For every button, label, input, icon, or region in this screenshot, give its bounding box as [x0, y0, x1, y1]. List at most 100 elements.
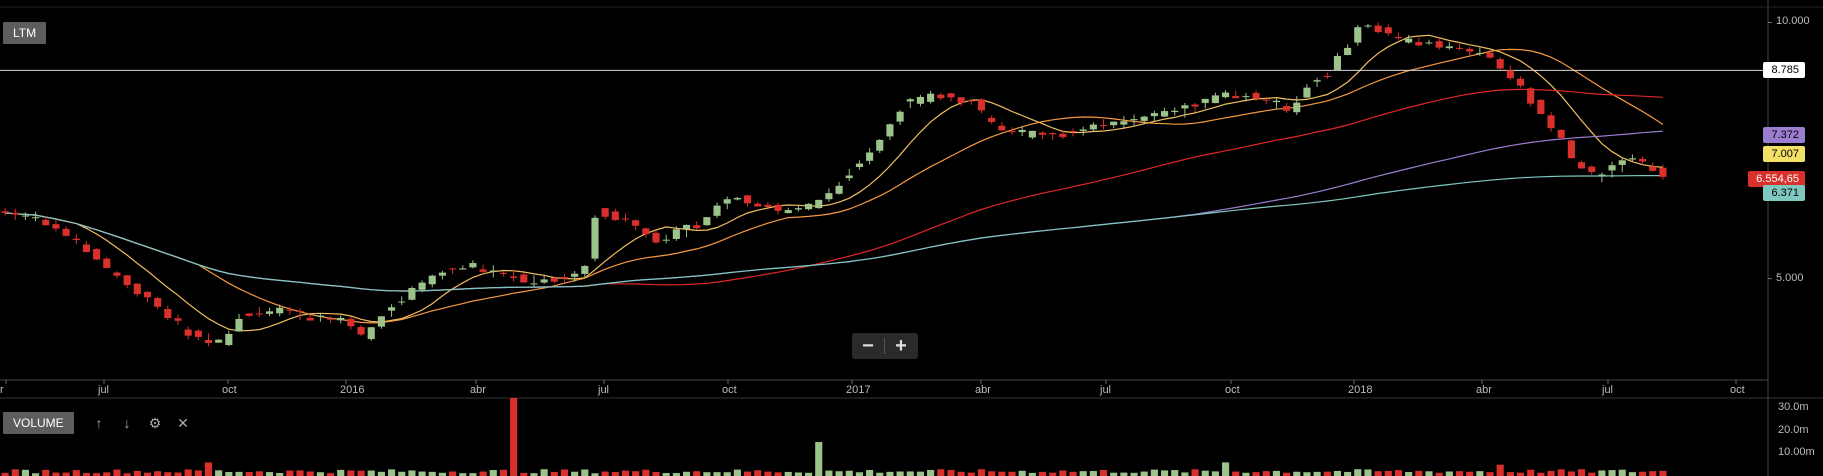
volume-bar — [1191, 469, 1199, 476]
volume-bar — [652, 472, 660, 476]
time-tick-label: 2016 — [340, 384, 365, 396]
volume-bar — [1333, 470, 1342, 476]
time-tick-label: 2018 — [1348, 384, 1373, 396]
candle-body — [1394, 37, 1403, 39]
sma-mid-line — [5, 48, 1664, 324]
candle-body — [733, 197, 741, 200]
volume-bar — [1028, 472, 1036, 476]
candle-body — [438, 272, 446, 276]
volume-bar — [876, 472, 884, 476]
volume-bar — [733, 469, 741, 476]
candle-body — [62, 228, 70, 236]
volume-bar — [418, 471, 426, 476]
candle-body — [1303, 87, 1311, 98]
volume-bar — [1038, 471, 1047, 476]
candle-body — [286, 309, 294, 311]
close-icon[interactable]: ✕ — [177, 415, 189, 431]
price-pane-label[interactable]: LTM — [3, 22, 47, 44]
candle-body — [957, 97, 965, 103]
volume-bar — [499, 469, 508, 476]
candle-body — [1089, 124, 1097, 130]
candle-body — [581, 265, 589, 274]
candle-body — [876, 139, 884, 151]
move-down-icon[interactable]: ↓ — [123, 415, 131, 431]
candle-body — [1191, 104, 1199, 107]
candle-body — [316, 315, 324, 317]
volume-bar — [1232, 471, 1240, 476]
candle-body — [1242, 96, 1250, 98]
volume-bar — [1516, 472, 1525, 476]
volume-pane-label[interactable]: VOLUME — [3, 412, 74, 434]
volume-bar — [276, 473, 284, 476]
volume-bar — [1, 472, 9, 476]
volume-bar — [1405, 472, 1413, 476]
volume-bar — [1099, 469, 1108, 476]
candle-body — [337, 317, 345, 321]
volume-bar — [1415, 470, 1423, 476]
candle-body — [642, 228, 650, 235]
volume-bar — [1486, 472, 1494, 476]
candle-body — [611, 211, 619, 221]
candle-body — [469, 263, 477, 268]
candle-body — [499, 272, 508, 274]
time-tick-label: abr — [470, 384, 486, 396]
volume-bar — [93, 473, 101, 476]
candle-body — [1181, 105, 1189, 109]
candle-body — [1516, 78, 1525, 86]
volume-bar — [1323, 471, 1331, 476]
volume-bar — [428, 471, 436, 476]
candle-body — [255, 313, 263, 315]
zoom-out-button[interactable]: − — [862, 335, 874, 357]
candle-body — [113, 272, 121, 276]
candle-body — [398, 301, 406, 303]
candle-body — [72, 238, 80, 241]
candle-body — [1608, 165, 1616, 171]
candle-body — [1537, 99, 1545, 114]
volume-tick-label: 10.00m — [1778, 446, 1815, 459]
candle-body — [743, 195, 752, 204]
candle-body — [855, 163, 863, 168]
candle-body — [1150, 113, 1158, 117]
candle-body — [977, 99, 986, 111]
volume-bar — [286, 470, 294, 476]
zoom-in-button[interactable]: + — [895, 335, 907, 357]
candle-body — [1659, 167, 1667, 177]
volume-bar — [469, 473, 477, 476]
candle-body — [1160, 111, 1169, 117]
candle-body — [265, 311, 274, 314]
candle-body — [1577, 162, 1586, 169]
zoom-divider — [884, 338, 885, 354]
volume-bar — [601, 471, 609, 476]
volume-bar — [154, 471, 162, 476]
volume-tick-label: 20.0m — [1778, 423, 1809, 436]
volume-bar — [1588, 472, 1596, 476]
candle-body — [530, 283, 538, 285]
move-up-icon[interactable]: ↑ — [95, 415, 103, 431]
price-tag: 6.554,65 — [1748, 170, 1805, 187]
volume-bar — [520, 472, 528, 476]
volume-bar — [815, 442, 823, 476]
volume-bar — [672, 473, 680, 476]
volume-bar — [316, 472, 324, 476]
candle-body — [967, 100, 975, 102]
volume-bar — [235, 471, 243, 476]
candle-body — [215, 339, 223, 343]
candle-body — [1120, 121, 1128, 125]
volume-bar — [489, 470, 497, 476]
candle-body — [754, 203, 762, 207]
candle-body — [347, 318, 355, 327]
candle-body — [1038, 132, 1047, 135]
volume-bar — [1364, 469, 1372, 476]
candle-body — [591, 217, 599, 259]
volume-bar — [82, 473, 91, 476]
purple-average-line — [5, 130, 1663, 292]
gear-icon[interactable]: ⚙ — [148, 415, 162, 431]
candle-body — [1293, 102, 1301, 113]
volume-bar — [805, 472, 813, 476]
volume-bar — [1110, 472, 1118, 476]
candle-body — [11, 212, 19, 215]
candle-body — [1323, 75, 1331, 77]
volume-bar — [998, 471, 1006, 476]
volume-bar — [1649, 471, 1657, 476]
